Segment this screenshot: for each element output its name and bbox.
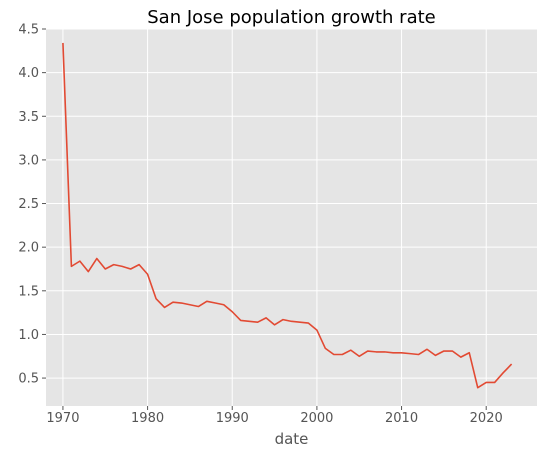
series-line bbox=[62, 42, 513, 389]
x-tick-label: 2000 bbox=[300, 411, 333, 426]
x-tick-label: 2020 bbox=[470, 411, 503, 426]
series-group bbox=[62, 42, 513, 389]
chart-title: San Jose population growth rate bbox=[147, 7, 436, 28]
x-axis-ticks: 1970 1980 1990 2000 2010 2020 bbox=[46, 406, 503, 426]
y-tick-label: 4.5 bbox=[18, 23, 39, 38]
x-tick-label: 2010 bbox=[385, 411, 418, 426]
plot-area bbox=[46, 29, 537, 406]
y-tick-label: 2.0 bbox=[18, 241, 39, 256]
x-tick-label: 1970 bbox=[46, 411, 79, 426]
x-tick-label: 1980 bbox=[131, 411, 164, 426]
y-tick-label: 3.5 bbox=[18, 110, 39, 125]
x-tick-label: 1990 bbox=[216, 411, 249, 426]
gridlines bbox=[46, 28, 537, 406]
y-tick-label: 3.0 bbox=[18, 153, 39, 168]
y-tick-label: 1.0 bbox=[18, 328, 39, 343]
x-axis-label: date bbox=[275, 430, 309, 448]
y-tick-label: 0.5 bbox=[18, 372, 39, 387]
y-tick-label: 2.5 bbox=[18, 197, 39, 212]
y-axis-ticks: 0.5 1.0 1.5 2.0 2.5 3.0 3.5 4.0 4.5 bbox=[18, 23, 46, 387]
y-tick-label: 1.5 bbox=[18, 284, 39, 299]
y-tick-label: 4.0 bbox=[18, 66, 39, 81]
